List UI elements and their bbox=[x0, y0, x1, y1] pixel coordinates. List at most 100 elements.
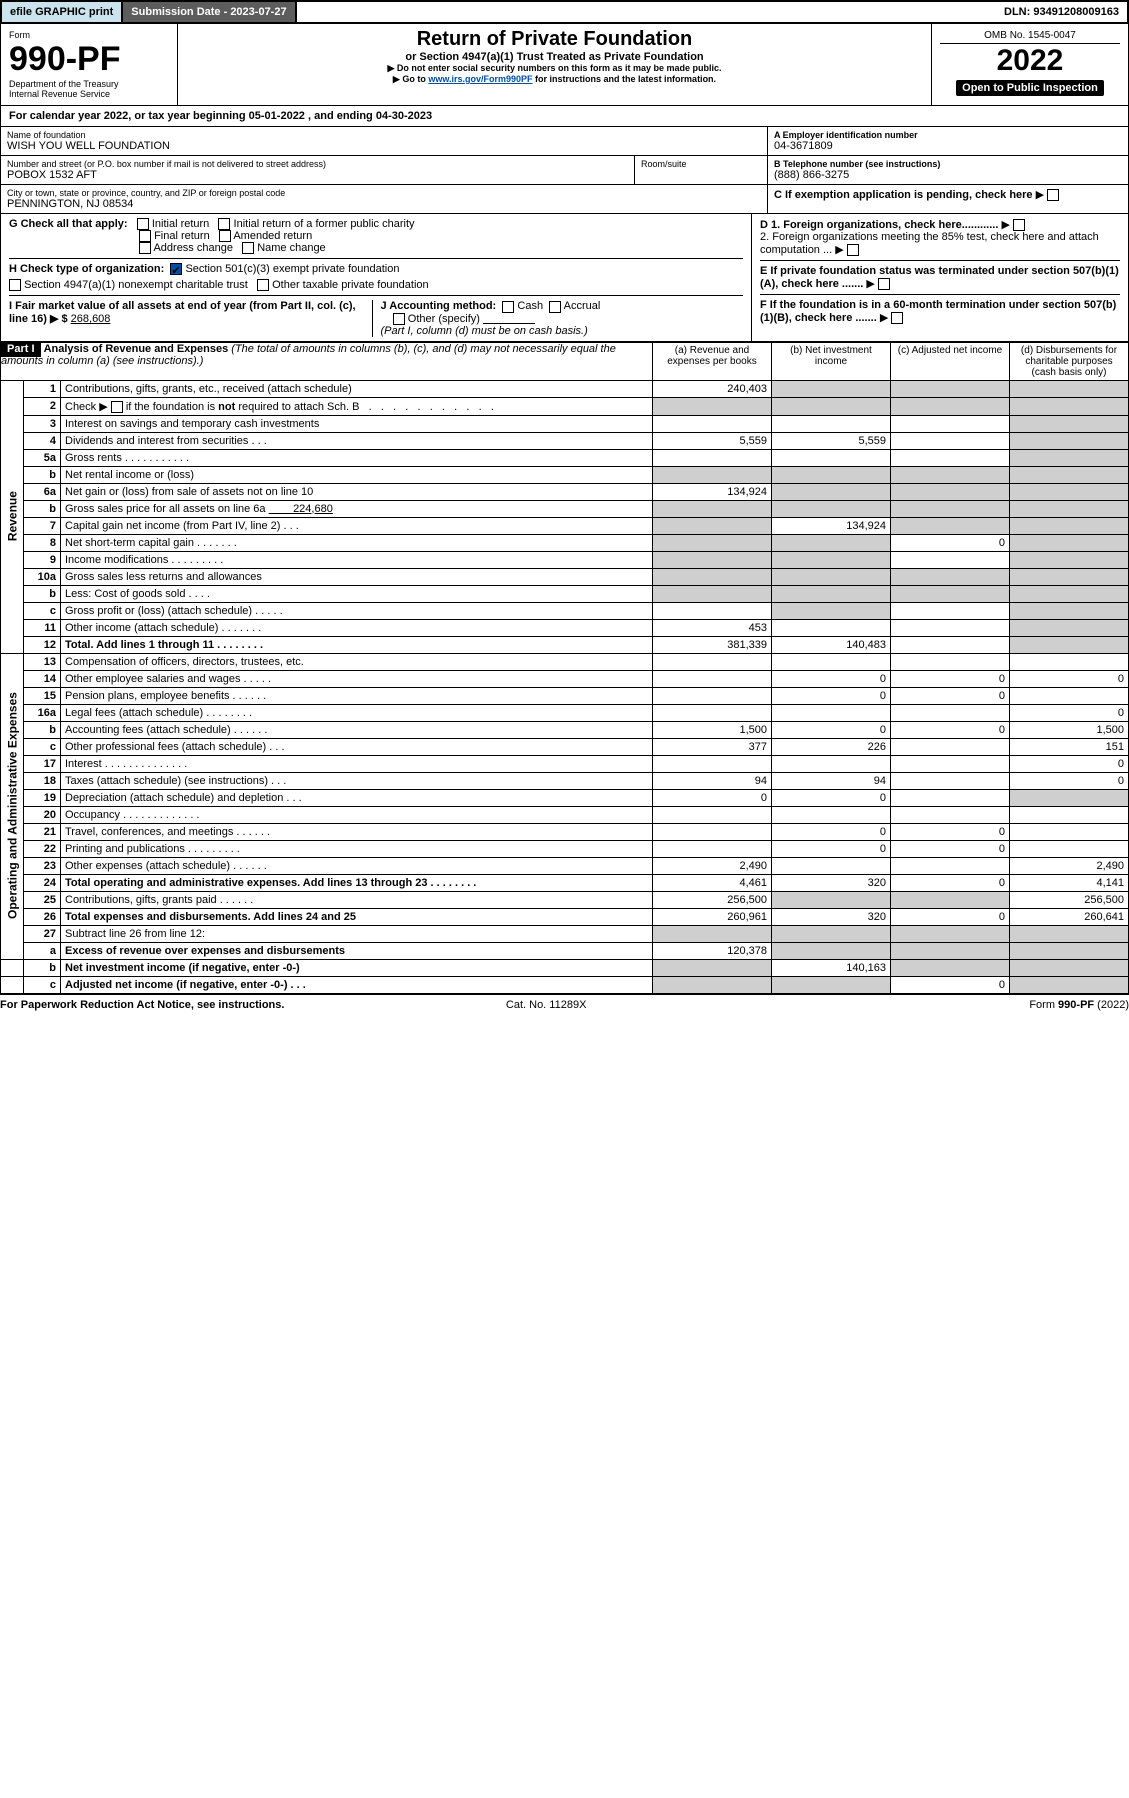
h1-chk[interactable]: ✔ bbox=[170, 263, 182, 275]
dln: DLN: 93491208009163 bbox=[996, 2, 1127, 22]
line-6a-desc: Net gain or (loss) from sale of assets n… bbox=[61, 483, 653, 500]
col-d: (d) Disbursements for charitable purpose… bbox=[1010, 342, 1129, 380]
line-20-num: 20 bbox=[24, 806, 61, 823]
telephone: (888) 866-3275 bbox=[774, 169, 1122, 181]
d2-chk[interactable] bbox=[847, 244, 859, 256]
j3: Other (specify) bbox=[408, 313, 480, 325]
line-16a-desc: Legal fees (attach schedule) . . . . . .… bbox=[61, 704, 653, 721]
line-12-desc: Total. Add lines 1 through 11 . . . . . … bbox=[61, 636, 653, 653]
line-7-b: 134,924 bbox=[772, 517, 891, 534]
line-14-c: 0 bbox=[891, 670, 1010, 687]
line-4-b: 5,559 bbox=[772, 432, 891, 449]
line-16c-a: 377 bbox=[653, 738, 772, 755]
line-18-desc: Taxes (attach schedule) (see instruction… bbox=[61, 772, 653, 789]
line-27c-c: 0 bbox=[891, 976, 1010, 993]
line-5b-desc: Net rental income or (loss) bbox=[61, 466, 653, 483]
line-27b-desc: Net investment income (if negative, ente… bbox=[61, 959, 653, 976]
line-7-desc: Capital gain net income (from Part IV, l… bbox=[61, 517, 653, 534]
h2-chk[interactable] bbox=[9, 279, 21, 291]
line-16b-a: 1,500 bbox=[653, 721, 772, 738]
g6-chk[interactable] bbox=[242, 242, 254, 254]
line-18-a: 94 bbox=[653, 772, 772, 789]
efile-print-btn[interactable]: efile GRAPHIC print bbox=[2, 2, 123, 22]
h-label: H Check type of organization: bbox=[9, 263, 164, 275]
tel-label: B Telephone number (see instructions) bbox=[774, 159, 1122, 169]
g6: Name change bbox=[257, 242, 326, 254]
ein: 04-3671809 bbox=[774, 140, 1122, 152]
form-title: Return of Private Foundation bbox=[186, 28, 923, 51]
j3-chk[interactable] bbox=[393, 313, 405, 325]
line-22-num: 22 bbox=[24, 840, 61, 857]
g4-chk[interactable] bbox=[219, 230, 231, 242]
line-22-desc: Printing and publications . . . . . . . … bbox=[61, 840, 653, 857]
line-19-b: 0 bbox=[772, 789, 891, 806]
line-23-num: 23 bbox=[24, 857, 61, 874]
g5-chk[interactable] bbox=[139, 242, 151, 254]
line-25-d: 256,500 bbox=[1010, 891, 1129, 908]
revenue-sidebar: Revenue bbox=[1, 380, 24, 653]
g4: Amended return bbox=[233, 230, 312, 242]
line-19-desc: Depreciation (attach schedule) and deple… bbox=[61, 789, 653, 806]
col-a: (a) Revenue and expenses per books bbox=[653, 342, 772, 380]
h3: Other taxable private foundation bbox=[272, 279, 429, 291]
line-26-c: 0 bbox=[891, 908, 1010, 925]
line-16a-num: 16a bbox=[24, 704, 61, 721]
line-27c-desc: Adjusted net income (if negative, enter … bbox=[61, 976, 653, 993]
footer-cat: Cat. No. 11289X bbox=[506, 999, 587, 1011]
line-16b-d: 1,500 bbox=[1010, 721, 1129, 738]
j2-chk[interactable] bbox=[549, 301, 561, 313]
line-16b-b: 0 bbox=[772, 721, 891, 738]
line-26-desc: Total expenses and disbursements. Add li… bbox=[61, 908, 653, 925]
line-12-b: 140,483 bbox=[772, 636, 891, 653]
line-12-num: 12 bbox=[24, 636, 61, 653]
line-14-d: 0 bbox=[1010, 670, 1129, 687]
line-14-b: 0 bbox=[772, 670, 891, 687]
g3: Final return bbox=[154, 230, 210, 242]
f: F If the foundation is in a 60-month ter… bbox=[760, 299, 1116, 324]
expenses-sidebar: Operating and Administrative Expenses bbox=[1, 653, 24, 959]
c-checkbox[interactable] bbox=[1047, 189, 1059, 201]
line-17-num: 17 bbox=[24, 755, 61, 772]
h1: Section 501(c)(3) exempt private foundat… bbox=[185, 263, 399, 275]
addr-label: Number and street (or P.O. box number if… bbox=[7, 159, 628, 169]
line-8-desc: Net short-term capital gain . . . . . . … bbox=[61, 534, 653, 551]
calendar-mid: , and ending bbox=[308, 110, 376, 122]
e: E If private foundation status was termi… bbox=[760, 265, 1119, 290]
line-10c-num: c bbox=[24, 602, 61, 619]
g3-chk[interactable] bbox=[139, 230, 151, 242]
line-14-num: 14 bbox=[24, 670, 61, 687]
j1-chk[interactable] bbox=[502, 301, 514, 313]
line-4-num: 4 bbox=[24, 432, 61, 449]
e-chk[interactable] bbox=[878, 278, 890, 290]
line-23-desc: Other expenses (attach schedule) . . . .… bbox=[61, 857, 653, 874]
line-18-d: 0 bbox=[1010, 772, 1129, 789]
line-6b-desc: Gross sales price for all assets on line… bbox=[61, 500, 653, 517]
d1-chk[interactable] bbox=[1013, 219, 1025, 231]
h3-chk[interactable] bbox=[257, 279, 269, 291]
line-4-a: 5,559 bbox=[653, 432, 772, 449]
j-label: J Accounting method: bbox=[381, 300, 497, 312]
g1-chk[interactable] bbox=[137, 218, 149, 230]
line-27-desc: Subtract line 26 from line 12: bbox=[61, 925, 653, 942]
dept: Department of the Treasury bbox=[9, 79, 169, 89]
line-20-desc: Occupancy . . . . . . . . . . . . . bbox=[61, 806, 653, 823]
line-22-b: 0 bbox=[772, 840, 891, 857]
line-1-desc: Contributions, gifts, grants, etc., rece… bbox=[61, 380, 653, 397]
f-chk[interactable] bbox=[891, 312, 903, 324]
line-6a-num: 6a bbox=[24, 483, 61, 500]
schb-chk[interactable] bbox=[111, 401, 123, 413]
c-label: C If exemption application is pending, c… bbox=[774, 189, 1033, 201]
line-16b-c: 0 bbox=[891, 721, 1010, 738]
g5: Address change bbox=[153, 242, 233, 254]
line-16b-num: b bbox=[24, 721, 61, 738]
form990pf-link[interactable]: www.irs.gov/Form990PF bbox=[428, 74, 532, 84]
line-24-desc: Total operating and administrative expen… bbox=[61, 874, 653, 891]
line-27a-a: 120,378 bbox=[653, 942, 772, 959]
g-label: G Check all that apply: bbox=[9, 218, 128, 230]
note2-prefix: ▶ Go to bbox=[393, 74, 428, 84]
g2-chk[interactable] bbox=[218, 218, 230, 230]
omb: OMB No. 1545-0047 bbox=[940, 28, 1120, 44]
line-16c-d: 151 bbox=[1010, 738, 1129, 755]
i-value: 268,608 bbox=[71, 313, 111, 325]
line-16b-desc: Accounting fees (attach schedule) . . . … bbox=[61, 721, 653, 738]
